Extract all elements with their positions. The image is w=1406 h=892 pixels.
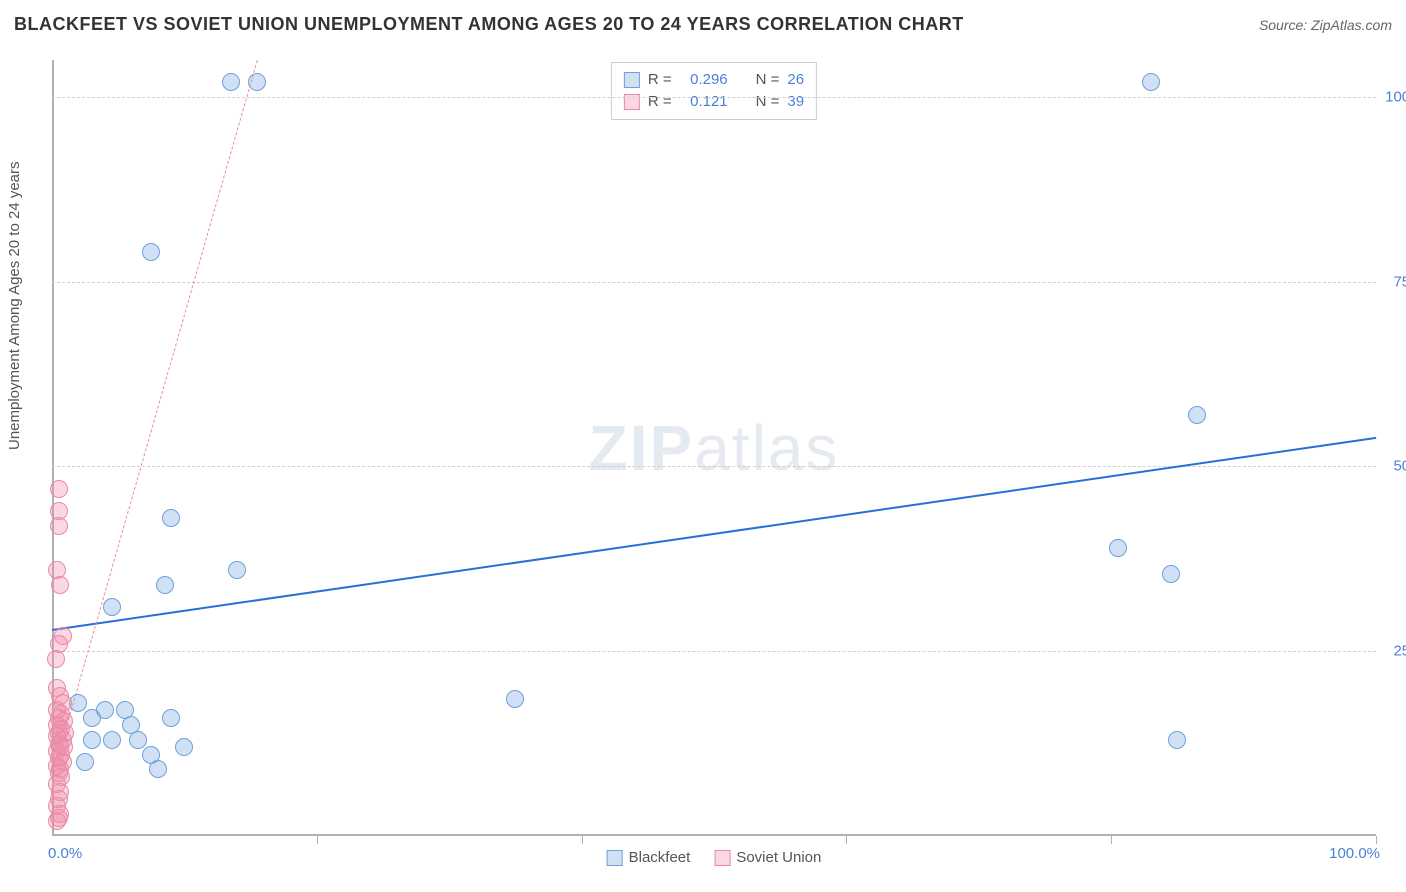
- x-tick: [1376, 836, 1377, 844]
- x-axis-line: [52, 834, 1376, 836]
- legend-swatch: [607, 850, 623, 866]
- data-point: [50, 517, 68, 535]
- legend-stats-row: R = 0.296 N = 26: [624, 69, 804, 91]
- n-label: N =: [756, 91, 780, 113]
- y-tick-label: 75.0%: [1381, 273, 1406, 290]
- trend-line: [52, 60, 258, 777]
- x-tick: [1111, 836, 1112, 844]
- watermark-atlas: atlas: [694, 412, 839, 484]
- n-value: 26: [787, 69, 804, 91]
- legend-stats: R = 0.296 N = 26 R = 0.121 N = 39: [611, 62, 817, 120]
- data-point: [248, 73, 266, 91]
- data-point: [69, 694, 87, 712]
- x-axis-max-label: 100.0%: [1329, 845, 1380, 862]
- r-value: 0.296: [680, 69, 728, 91]
- gridline-horizontal: [52, 282, 1376, 283]
- data-point: [1109, 539, 1127, 557]
- r-value: 0.121: [680, 91, 728, 113]
- data-point: [103, 731, 121, 749]
- data-point: [48, 812, 66, 830]
- x-tick: [317, 836, 318, 844]
- data-point: [129, 731, 147, 749]
- data-point: [1188, 406, 1206, 424]
- plot-area: ZIPatlas 0.0% 100.0% R =0.296N =26R =0.1…: [52, 60, 1376, 836]
- data-point: [103, 598, 121, 616]
- x-tick: [846, 836, 847, 844]
- gridline-horizontal: [52, 97, 1376, 98]
- data-point: [1168, 731, 1186, 749]
- data-point: [76, 753, 94, 771]
- watermark: ZIPatlas: [589, 411, 840, 485]
- legend-series-label: Blackfeet: [629, 849, 691, 866]
- n-label: N =: [756, 69, 780, 91]
- chart-source: Source: ZipAtlas.com: [1259, 17, 1392, 33]
- data-point: [142, 243, 160, 261]
- r-label: R =: [648, 69, 672, 91]
- x-axis-min-label: 0.0%: [48, 845, 82, 862]
- y-tick-label: 25.0%: [1381, 643, 1406, 660]
- data-point: [228, 561, 246, 579]
- data-point: [1162, 565, 1180, 583]
- legend-series-item: Blackfeet: [607, 849, 691, 866]
- data-point: [96, 701, 114, 719]
- legend-stats-row: R = 0.121 N = 39: [624, 91, 804, 113]
- y-tick-label: 50.0%: [1381, 458, 1406, 475]
- data-point: [1142, 73, 1160, 91]
- legend-swatch: [714, 850, 730, 866]
- legend-series-label: Soviet Union: [736, 849, 821, 866]
- data-point: [175, 738, 193, 756]
- data-point: [162, 709, 180, 727]
- data-point: [47, 650, 65, 668]
- legend-series: Blackfeet Soviet Union: [607, 849, 822, 866]
- data-point: [50, 480, 68, 498]
- y-tick-label: 100.0%: [1381, 88, 1406, 105]
- r-label: R =: [648, 91, 672, 113]
- chart-header: BLACKFEET VS SOVIET UNION UNEMPLOYMENT A…: [14, 14, 1392, 35]
- data-point: [83, 731, 101, 749]
- data-point: [156, 576, 174, 594]
- data-point: [506, 690, 524, 708]
- n-value: 39: [787, 91, 804, 113]
- data-point: [149, 760, 167, 778]
- watermark-zip: ZIP: [589, 412, 695, 484]
- y-axis-label: Unemployment Among Ages 20 to 24 years: [6, 161, 23, 450]
- legend-swatch: [624, 72, 640, 88]
- legend-series-item: Soviet Union: [714, 849, 821, 866]
- gridline-horizontal: [52, 651, 1376, 652]
- data-point: [51, 576, 69, 594]
- data-point: [162, 509, 180, 527]
- chart-title: BLACKFEET VS SOVIET UNION UNEMPLOYMENT A…: [14, 14, 964, 35]
- x-tick: [582, 836, 583, 844]
- data-point: [222, 73, 240, 91]
